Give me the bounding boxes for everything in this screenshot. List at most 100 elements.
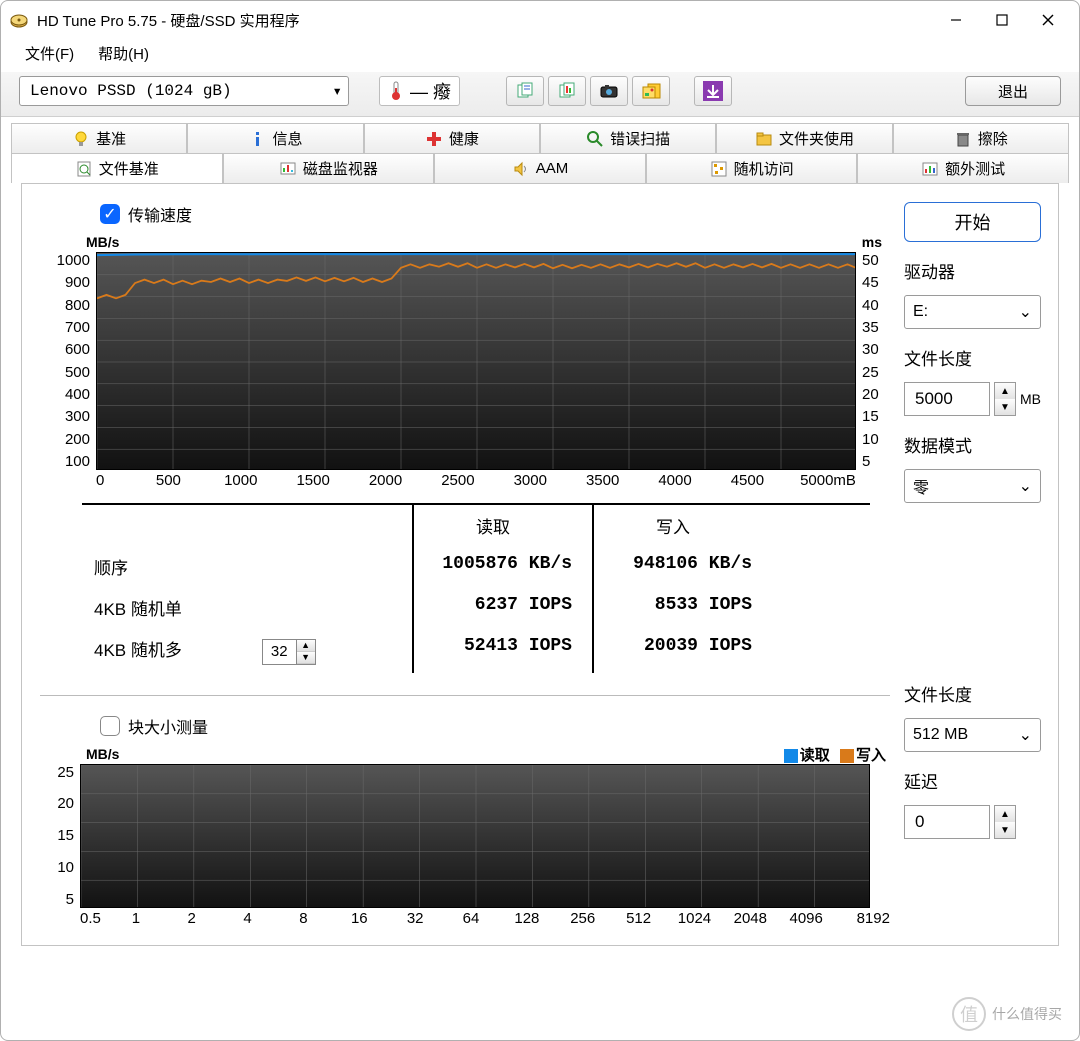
delay-stepper[interactable]: ▲▼ [994,805,1016,839]
close-button[interactable] [1025,4,1071,36]
maximize-button[interactable] [979,4,1025,36]
lightbulb-icon [72,130,90,148]
health-icon [425,130,443,148]
result-read-value: 52413 IOPS [412,628,592,673]
transfer-speed-label: 传输速度 [128,202,192,226]
start-button[interactable]: 开始 [904,202,1041,242]
device-select-value: Lenovo PSSD (1024 gB) [30,82,232,100]
result-read-value: 6237 IOPS [412,587,592,628]
tab-随机访问[interactable]: 随机访问 [646,153,858,183]
device-select[interactable]: Lenovo PSSD (1024 gB) ▾ [19,76,349,106]
transfer-speed-checkbox[interactable]: ✓ [100,204,120,224]
menu-help[interactable]: 帮助(H) [98,43,149,64]
temperature-value: — 癈 [410,78,451,104]
block-size-label: 块大小测量 [128,714,208,738]
drive-select[interactable]: E: ⌄ [904,295,1041,329]
chart1-x-labels: 0500100015002000250030003500400045005000… [40,472,890,489]
copy-data-button[interactable] [548,76,586,106]
tab-label: 信息 [272,128,302,149]
save-image-button[interactable] [632,76,670,106]
result-write-value: 948106 KB/s [592,546,772,587]
result-row-label: 顺序 [82,546,412,587]
minimize-button[interactable] [933,4,979,36]
chart2-legend: 读取 写入 [778,744,886,765]
tab-label: 错误扫描 [610,128,670,149]
chart2-y-unit: MB/s [86,746,119,762]
result-row-label: 4KB 随机单 [82,587,412,628]
folder-icon [755,130,773,148]
tabs-row-1: 基准 信息 健康 错误扫描 文件夹使用 擦除 [11,123,1069,153]
info-icon [248,130,266,148]
tab-信息[interactable]: 信息 [187,123,363,153]
trash-icon [954,130,972,148]
delay-label: 延迟 [904,768,1041,793]
pattern-select-value: 零 [913,474,929,498]
file-length-label: 文件长度 [904,345,1041,370]
block-size-checkbox[interactable] [100,716,120,736]
tab-label: 文件夹使用 [779,128,854,149]
chart1-y-unit: MB/s [86,234,119,250]
results-table: 读取 写入 顺序1005876 KB/s948106 KB/s4KB 随机单62… [82,503,870,673]
tab-label: 磁盘监视器 [303,158,378,179]
file-length2-label: 文件长度 [904,681,1041,706]
chevron-down-icon: ▾ [332,81,342,101]
copy-text-button[interactable] [506,76,544,106]
chevron-down-icon: ⌄ [1019,725,1032,745]
drive-label: 驱动器 [904,258,1041,283]
legend-read-label: 读取 [800,747,830,764]
toolbar: Lenovo PSSD (1024 gB) ▾ — 癈 退出 [1,72,1079,117]
results-read-header: 读取 [412,505,592,546]
result-row-label: 4KB 随机多32▲▼ [82,628,412,673]
exit-button[interactable]: 退出 [965,76,1061,106]
chart1-y2-unit: ms [862,234,882,250]
screenshot-button[interactable] [590,76,628,106]
tab-磁盘监视器[interactable]: 磁盘监视器 [223,153,435,183]
delay-input[interactable]: 0 [904,805,990,839]
file-length-unit: MB [1020,391,1041,407]
app-icon [9,10,29,30]
tab-文件基准[interactable]: 文件基准 [11,153,223,183]
tab-AAM[interactable]: AAM [434,153,646,183]
drive-select-value: E: [913,303,928,321]
transfer-speed-chart [96,252,856,470]
menu-file[interactable]: 文件(F) [25,43,74,64]
watermark-text: 什么值得买 [992,1004,1062,1024]
pattern-label: 数据模式 [904,432,1041,457]
result-write-value: 8533 IOPS [592,587,772,628]
queue-depth-stepper[interactable]: 32▲▼ [262,639,316,665]
tab-额外测试[interactable]: 额外测试 [857,153,1069,183]
thermometer-icon [388,80,404,102]
tab-label: 擦除 [978,128,1008,149]
menubar: 文件(F) 帮助(H) [1,39,1079,72]
window-title: HD Tune Pro 5.75 - 硬盘/SSD 实用程序 [37,10,933,31]
chart1-y2-labels: 5045403530252015105 [856,252,890,470]
chart1-y-labels: 1000900800700600500400300200100 [40,252,96,470]
tab-健康[interactable]: 健康 [364,123,540,153]
tab-label: 随机访问 [734,158,794,179]
temperature-display: — 癈 [379,76,460,106]
tab-label: 额外测试 [945,158,1005,179]
monitor-icon [279,160,297,178]
chart2-x-labels: 0.512481632641282565121024204840968192 [40,910,890,927]
extra-icon [921,160,939,178]
file-bench-icon [75,160,93,178]
file-length2-value: 512 MB [913,726,968,744]
tab-label: 健康 [449,128,479,149]
search-icon [586,130,604,148]
tab-label: AAM [536,160,569,177]
random-icon [710,160,728,178]
tab-错误扫描[interactable]: 错误扫描 [540,123,716,153]
tab-擦除[interactable]: 擦除 [893,123,1069,153]
tab-文件夹使用[interactable]: 文件夹使用 [716,123,892,153]
pattern-select[interactable]: 零 ⌄ [904,469,1041,503]
chevron-down-icon: ⌄ [1019,476,1032,496]
file-length2-select[interactable]: 512 MB ⌄ [904,718,1041,752]
file-length-stepper[interactable]: ▲▼ [994,382,1016,416]
tab-基准[interactable]: 基准 [11,123,187,153]
tab-label: 基准 [96,128,126,149]
file-length-input[interactable]: 5000 [904,382,990,416]
results-write-header: 写入 [592,505,772,546]
tab-label: 文件基准 [99,158,159,179]
download-button[interactable] [694,76,732,106]
chart2-y-labels: 252015105 [40,764,80,908]
